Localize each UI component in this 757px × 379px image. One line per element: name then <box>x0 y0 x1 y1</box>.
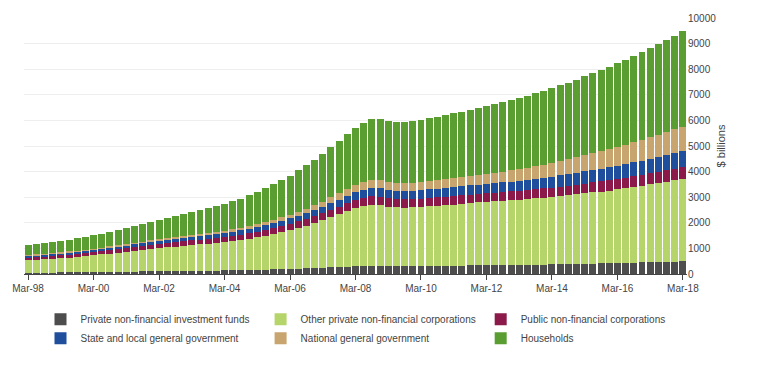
svg-text:Mar-12: Mar-12 <box>471 283 503 294</box>
svg-text:National general government: National general government <box>301 333 430 344</box>
svg-text:Mar-10: Mar-10 <box>405 283 437 294</box>
svg-text:Other private non-financial co: Other private non-financial corporations <box>301 314 476 325</box>
svg-text:Mar-16: Mar-16 <box>602 283 634 294</box>
svg-text:State and local general govern: State and local general government <box>81 333 239 344</box>
svg-text:8000: 8000 <box>688 64 711 75</box>
svg-text:Mar-08: Mar-08 <box>340 283 372 294</box>
svg-text:Mar-04: Mar-04 <box>209 283 241 294</box>
svg-text:Mar-18: Mar-18 <box>667 283 699 294</box>
svg-text:0: 0 <box>688 269 694 280</box>
svg-text:7000: 7000 <box>688 89 711 100</box>
svg-text:10000: 10000 <box>688 13 716 24</box>
svg-text:3000: 3000 <box>688 192 711 203</box>
svg-text:$ billions: $ billions <box>715 124 727 167</box>
svg-text:9000: 9000 <box>688 38 711 49</box>
svg-text:4000: 4000 <box>688 166 711 177</box>
svg-text:Mar-02: Mar-02 <box>143 283 175 294</box>
svg-text:2000: 2000 <box>688 217 711 228</box>
svg-text:Private non-financial investme: Private non-financial investment funds <box>81 314 250 325</box>
svg-text:Households: Households <box>521 333 574 344</box>
svg-text:5000: 5000 <box>688 141 711 152</box>
svg-text:Mar-98: Mar-98 <box>12 283 44 294</box>
svg-text:Mar-14: Mar-14 <box>536 283 568 294</box>
svg-text:Mar-06: Mar-06 <box>274 283 306 294</box>
svg-text:Public non-financial corporati: Public non-financial corporations <box>521 314 666 325</box>
svg-text:Mar-00: Mar-00 <box>78 283 110 294</box>
svg-text:6000: 6000 <box>688 115 711 126</box>
svg-text:1000: 1000 <box>688 243 711 254</box>
